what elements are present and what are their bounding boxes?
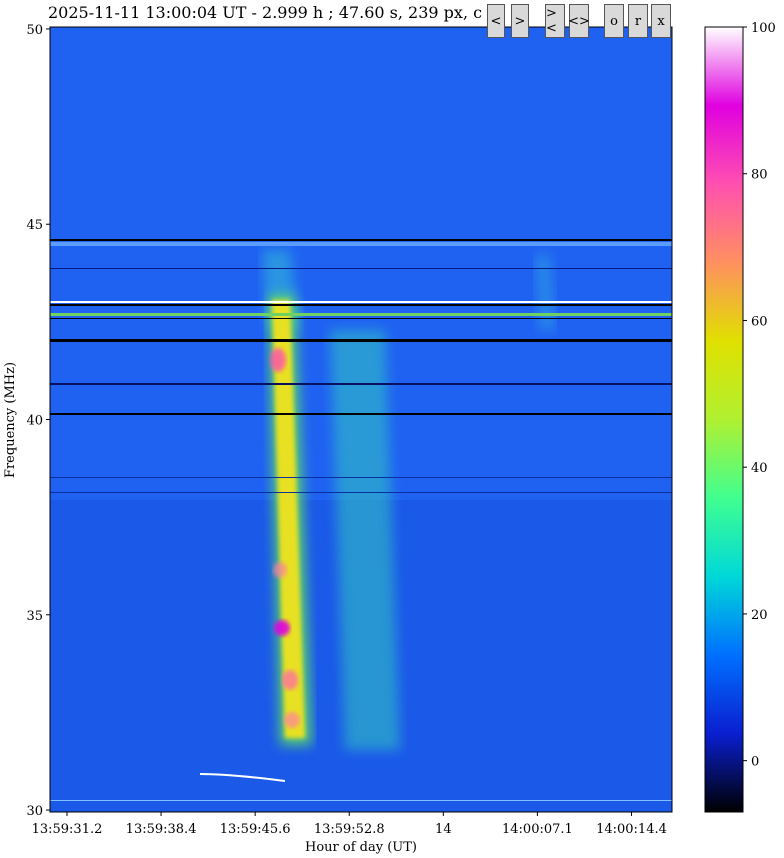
spectrogram-image <box>50 27 672 812</box>
x-tick-label: 14:00:07.1 <box>502 822 573 837</box>
y-tick-label: 40 <box>26 414 43 429</box>
x-tick-label: 13:59:38.4 <box>126 822 197 837</box>
y-tick-label: 50 <box>26 23 43 38</box>
y-tick-label: 35 <box>26 609 43 624</box>
y-tick-label: 30 <box>26 804 43 819</box>
button[interactable]: < <box>487 4 505 38</box>
x-tick-label: 14 <box>435 822 452 837</box>
x-tick-label: 13:59:45.6 <box>220 822 291 837</box>
x-axis-label: Hour of day (UT) <box>305 840 417 855</box>
button[interactable]: r <box>628 4 648 38</box>
x-tick-label: 13:59:52.8 <box>314 822 385 837</box>
colorbar-tick-label: 60 <box>751 314 768 329</box>
colorbar-tick-label: 80 <box>751 168 768 183</box>
y-axis-label: Frequency (MHz) <box>3 362 18 478</box>
button[interactable]: x <box>651 4 671 38</box>
colorbar <box>704 26 744 813</box>
button[interactable]: > <box>511 4 529 38</box>
colorbar-tick-label: 100 <box>751 21 776 36</box>
x-tick-label: 14:00:14.4 <box>596 822 667 837</box>
colorbar-tick-label: 20 <box>751 608 768 623</box>
x-tick-label: 13:59:31.2 <box>32 822 103 837</box>
button[interactable]: >< <box>545 4 565 38</box>
button[interactable]: <> <box>568 4 590 38</box>
colorbar-tick-label: 0 <box>751 755 759 770</box>
y-tick-label: 45 <box>26 218 43 233</box>
chart-title: 2025-11-11 13:00:04 UT - 2.999 h ; 47.60… <box>48 3 482 22</box>
colorbar-tick-label: 40 <box>751 461 768 476</box>
button[interactable]: o <box>604 4 624 38</box>
